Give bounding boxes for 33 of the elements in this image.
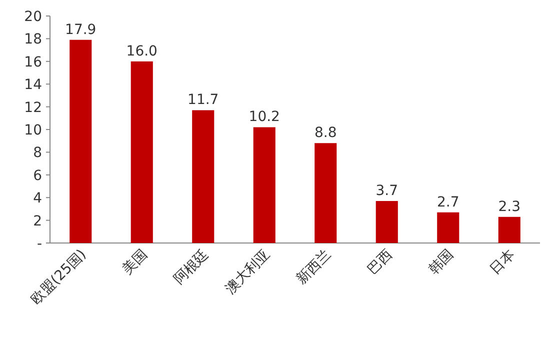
bar (314, 143, 337, 243)
y-tick-label: 16 (24, 54, 42, 70)
y-tick-label: 12 (24, 100, 42, 116)
y-tick-label: 14 (24, 77, 42, 94)
y-tick-label: 20 (24, 9, 42, 25)
bar (437, 212, 460, 243)
bar (130, 61, 153, 243)
x-tick-label: 阿根廷 (170, 246, 212, 288)
y-tick-label: 4 (33, 190, 42, 207)
bar (70, 40, 92, 243)
x-tick-label: 新西兰 (293, 246, 334, 288)
bar (253, 127, 276, 243)
data-label: 2.3 (498, 198, 521, 215)
x-tick-label: 澳大利亚 (222, 246, 274, 298)
bar (192, 110, 214, 243)
y-tick-label: 2 (33, 213, 42, 230)
x-tick-label: 巴西 (364, 246, 396, 278)
data-label: 2.7 (436, 194, 460, 210)
data-label: 3.7 (376, 183, 398, 200)
data-label: 10.2 (248, 109, 280, 126)
data-label: 16.0 (126, 43, 158, 60)
x-tick-label: 美国 (120, 246, 151, 278)
x-tick-label: 韩国 (426, 246, 457, 278)
bar (498, 216, 520, 243)
x-tick-label: 日本 (487, 246, 518, 278)
data-label: 8.8 (314, 125, 337, 142)
y-tick-label: 6 (33, 168, 42, 184)
y-tick-label: 18 (24, 32, 42, 48)
data-label: 11.7 (188, 92, 219, 108)
y-tick-label: 10 (24, 122, 42, 138)
y-tick-label: 8 (33, 145, 42, 162)
data-label: 17.9 (65, 22, 96, 38)
bar (376, 201, 398, 243)
